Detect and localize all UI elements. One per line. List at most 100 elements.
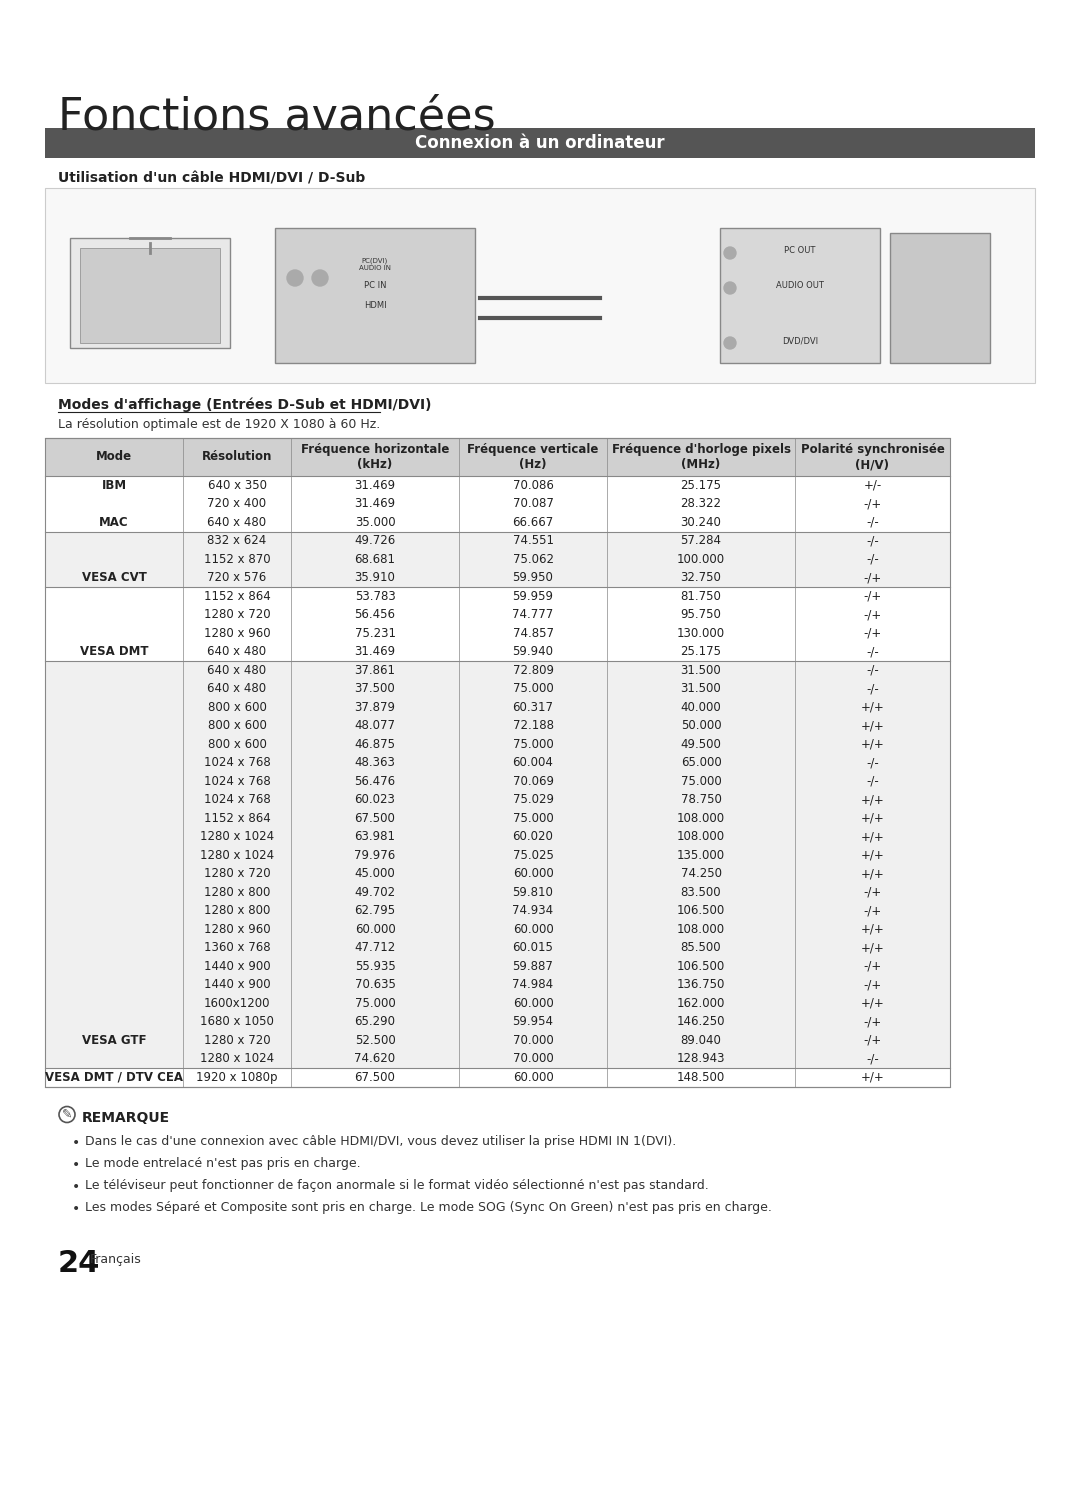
Text: 74.620: 74.620 [354, 1052, 395, 1065]
Bar [45, 660, 950, 680]
Bar [45, 550, 950, 569]
Text: •: • [72, 1158, 80, 1171]
Text: 75.062: 75.062 [513, 553, 554, 566]
Text: 60.317: 60.317 [513, 701, 554, 714]
Text: -/+: -/+ [863, 886, 881, 899]
Text: 106.500: 106.500 [677, 959, 725, 973]
Text: 60.000: 60.000 [513, 923, 553, 935]
Text: 800 x 600: 800 x 600 [207, 719, 267, 732]
Text: 68.681: 68.681 [354, 553, 395, 566]
Text: 72.809: 72.809 [513, 663, 554, 677]
Text: +/+: +/+ [861, 701, 885, 714]
Text: -/+: -/+ [863, 627, 881, 639]
Text: 800 x 600: 800 x 600 [207, 701, 267, 714]
Text: 95.750: 95.750 [680, 608, 721, 622]
Text: 49.726: 49.726 [354, 535, 395, 547]
Text: 136.750: 136.750 [677, 979, 725, 991]
Text: 60.000: 60.000 [354, 923, 395, 935]
Bar [45, 569, 950, 587]
Text: 85.500: 85.500 [680, 941, 721, 955]
Bar [45, 976, 950, 994]
Text: 1920 x 1080p: 1920 x 1080p [197, 1071, 278, 1083]
Text: Polarité synchronisée
(H/V): Polarité synchronisée (H/V) [800, 444, 944, 471]
Text: 1280 x 800: 1280 x 800 [204, 904, 270, 917]
Text: 60.020: 60.020 [513, 831, 553, 843]
Text: 53.783: 53.783 [354, 590, 395, 602]
Text: +/+: +/+ [861, 793, 885, 807]
Text: 146.250: 146.250 [677, 1016, 726, 1028]
Text: Fonctions avancées: Fonctions avancées [58, 96, 496, 137]
Text: VESA DMT / DTV CEA: VESA DMT / DTV CEA [45, 1071, 183, 1083]
Bar [45, 828, 950, 846]
Text: 83.500: 83.500 [680, 886, 721, 899]
Text: 75.231: 75.231 [354, 627, 395, 639]
Text: 74.984: 74.984 [512, 979, 554, 991]
Text: -/-: -/- [866, 535, 879, 547]
Text: 70.000: 70.000 [513, 1052, 553, 1065]
Text: 59.887: 59.887 [513, 959, 553, 973]
Text: -/+: -/+ [863, 1034, 881, 1047]
Text: 1280 x 720: 1280 x 720 [204, 1034, 270, 1047]
Text: 56.476: 56.476 [354, 775, 395, 787]
Bar [45, 717, 950, 735]
Text: 24: 24 [58, 1249, 100, 1277]
Bar [45, 1013, 950, 1031]
Text: 640 x 480: 640 x 480 [207, 645, 267, 659]
Text: 37.500: 37.500 [354, 683, 395, 695]
Bar [45, 920, 950, 938]
Text: 130.000: 130.000 [677, 627, 725, 639]
Text: 108.000: 108.000 [677, 923, 725, 935]
Text: 70.635: 70.635 [354, 979, 395, 991]
Text: 1152 x 870: 1152 x 870 [204, 553, 270, 566]
Text: Fréquence d'horloge pixels
(MHz): Fréquence d'horloge pixels (MHz) [611, 444, 791, 471]
Text: PC(DVI)
AUDIO IN: PC(DVI) AUDIO IN [359, 257, 391, 270]
Text: VESA DMT: VESA DMT [80, 645, 148, 659]
Text: •: • [72, 1179, 80, 1194]
Text: 74.934: 74.934 [512, 904, 554, 917]
Text: HDMI: HDMI [364, 300, 387, 309]
Text: 74.777: 74.777 [512, 608, 554, 622]
Bar [70, 238, 230, 348]
Text: 162.000: 162.000 [677, 996, 725, 1010]
Text: 106.500: 106.500 [677, 904, 725, 917]
Text: La résolution optimale est de 1920 X 1080 à 60 Hz.: La résolution optimale est de 1920 X 108… [58, 418, 380, 430]
Circle shape [312, 270, 328, 285]
Text: 25.175: 25.175 [680, 478, 721, 492]
Text: 75.000: 75.000 [680, 775, 721, 787]
Text: 49.702: 49.702 [354, 886, 395, 899]
Text: 60.015: 60.015 [513, 941, 553, 955]
Bar [45, 698, 950, 717]
Text: 1360 x 768: 1360 x 768 [204, 941, 270, 955]
Bar [45, 735, 950, 753]
Text: 1280 x 960: 1280 x 960 [204, 627, 270, 639]
Text: 1280 x 1024: 1280 x 1024 [200, 831, 274, 843]
Bar [45, 587, 950, 605]
Text: -/+: -/+ [863, 979, 881, 991]
Text: 1152 x 864: 1152 x 864 [204, 590, 270, 602]
Bar [45, 680, 950, 698]
Text: Français: Français [90, 1253, 141, 1267]
Text: PC IN: PC IN [364, 281, 387, 290]
Bar [720, 229, 880, 363]
Text: 640 x 480: 640 x 480 [207, 683, 267, 695]
Text: 56.456: 56.456 [354, 608, 395, 622]
Text: 45.000: 45.000 [354, 867, 395, 880]
Text: 70.086: 70.086 [513, 478, 553, 492]
Text: 108.000: 108.000 [677, 831, 725, 843]
Text: 148.500: 148.500 [677, 1071, 725, 1083]
Text: -/-: -/- [866, 683, 879, 695]
Bar [890, 233, 990, 363]
Text: 47.712: 47.712 [354, 941, 395, 955]
Bar [45, 188, 1035, 382]
Bar [45, 790, 950, 808]
Text: Les modes Séparé et Composite sont pris en charge. Le mode SOG (Sync On Green) n: Les modes Séparé et Composite sont pris … [85, 1201, 772, 1213]
Text: -/+: -/+ [863, 571, 881, 584]
Text: 57.284: 57.284 [680, 535, 721, 547]
Bar [45, 438, 950, 477]
Text: 66.667: 66.667 [512, 515, 554, 529]
Bar [45, 808, 950, 828]
Text: 46.875: 46.875 [354, 738, 395, 751]
Bar [45, 642, 950, 660]
Text: -/+: -/+ [863, 904, 881, 917]
Text: +/+: +/+ [861, 811, 885, 825]
